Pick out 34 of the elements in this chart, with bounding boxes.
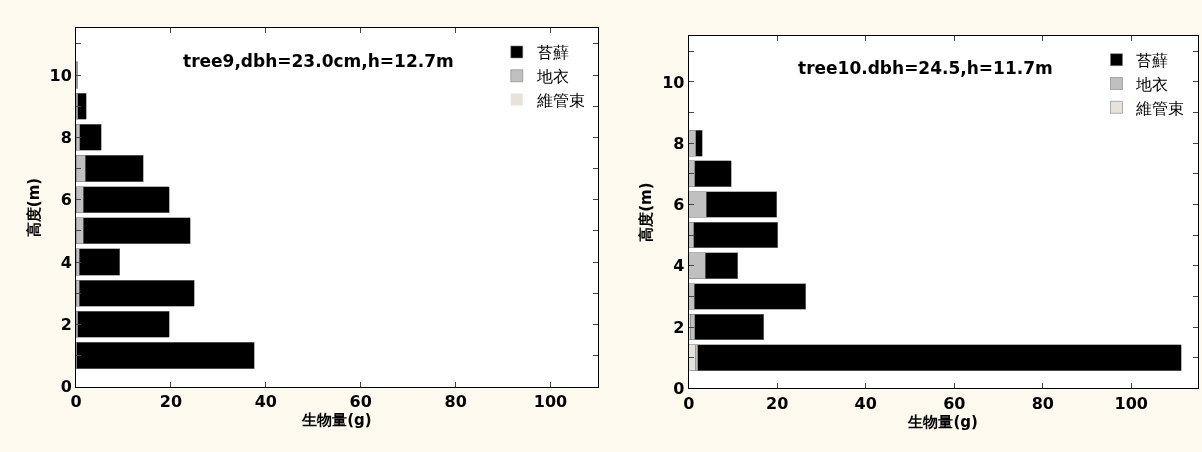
- x-axis-title: 生物量(g): [907, 412, 978, 431]
- x-tick-label: 20: [766, 393, 789, 413]
- y-tick-label: 4: [673, 256, 685, 276]
- y-tick-label: 8: [60, 127, 72, 147]
- legend-label: 苔蘚: [1136, 50, 1169, 70]
- y-tick-label: 4: [60, 252, 72, 272]
- y-tick-label: 6: [673, 195, 685, 215]
- legend-label: 維管束: [535, 90, 585, 110]
- x-tick-label: 80: [444, 391, 467, 411]
- y-axis-title: 高度(m): [637, 182, 656, 242]
- legend-label: 維管束: [1135, 98, 1185, 118]
- y-axis-title: 高度(m): [24, 177, 43, 238]
- x-tick-label: 40: [254, 391, 277, 411]
- y-tick-label: 2: [673, 317, 685, 337]
- x-tick-label: 100: [533, 391, 568, 411]
- x-tick-label: 60: [943, 393, 966, 413]
- y-tick-label: 6: [60, 190, 72, 210]
- y-tick-label: 8: [673, 133, 685, 153]
- x-tick-label: 80: [1031, 393, 1054, 413]
- x-tick-label: 100: [1114, 393, 1149, 413]
- y-tick-label: 10: [662, 72, 685, 92]
- x-tick-label: 40: [854, 393, 877, 413]
- y-tick-label: 0: [673, 378, 685, 398]
- legend-label: 地衣: [1135, 74, 1169, 94]
- text: tree9,dbh=23.0cm,h=12.7m: [183, 51, 454, 71]
- x-tick-label: 60: [349, 391, 372, 411]
- x-tick-label: 20: [159, 391, 183, 411]
- y-tick-label: 0: [60, 377, 72, 397]
- y-tick-label: 10: [49, 65, 72, 85]
- legend-label: 苔蘚: [536, 43, 569, 63]
- text: tree10.dbh=24.5,h=11.7m: [798, 58, 1053, 78]
- legend-label: 地衣: [535, 67, 569, 87]
- y-tick-label: 2: [60, 314, 72, 334]
- x-axis-title: 生物量(g): [301, 410, 372, 429]
